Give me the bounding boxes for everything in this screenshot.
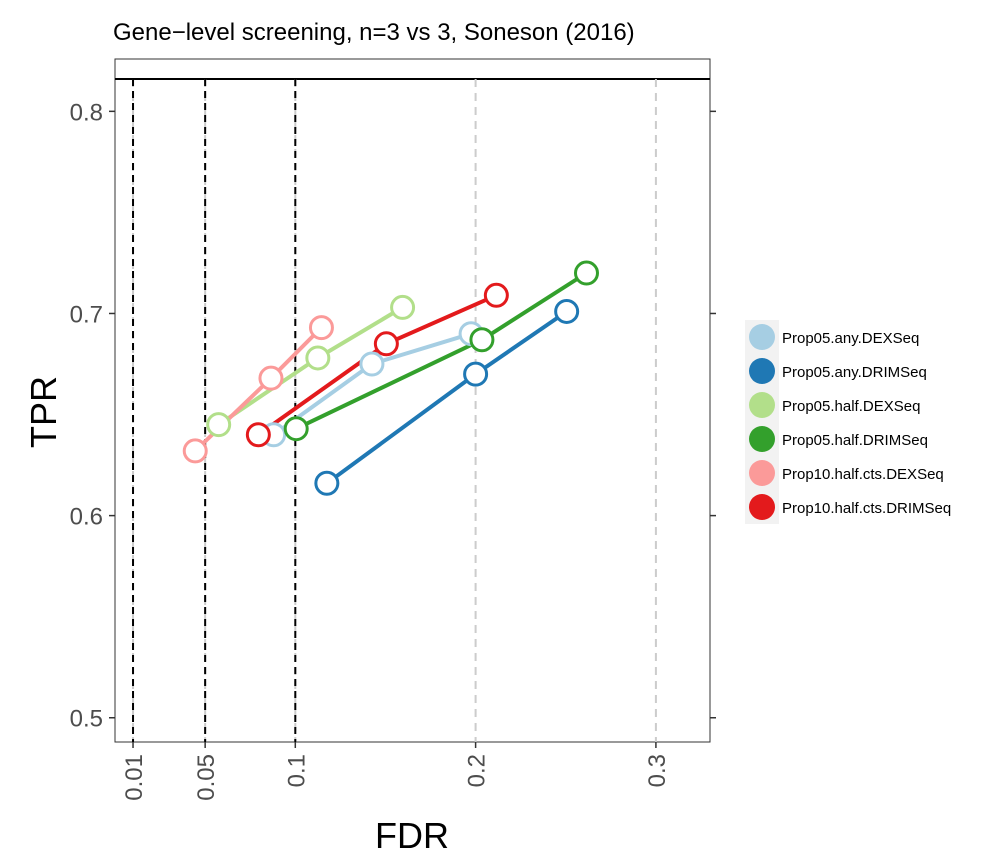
data-point <box>245 422 271 448</box>
data-point <box>573 260 599 286</box>
legend-label: Prop05.any.DEXSeq <box>782 330 919 347</box>
chart-title: Gene−level screening, n=3 vs 3, Soneson … <box>113 19 635 46</box>
data-point <box>305 345 331 371</box>
data-point <box>469 327 495 353</box>
y-axis-title: TPR <box>23 376 64 448</box>
x-tick-label: 0.05 <box>193 754 220 801</box>
legend-label: Prop10.half.cts.DEXSeq <box>782 466 944 483</box>
legend-label: Prop05.half.DEXSeq <box>782 398 920 415</box>
panel-border <box>114 78 711 743</box>
legend: Prop05.any.DEXSeq Prop05.any.DRIMSeq Prop0… <box>745 320 951 524</box>
x-axis-title: FDR <box>375 815 449 856</box>
legend-key <box>749 358 775 384</box>
data-point <box>314 470 340 496</box>
x-axis: 0.01 0.05 0.1 0.2 0.3 <box>121 742 671 801</box>
data-point <box>483 282 509 308</box>
y-tick-label: 0.5 <box>70 706 103 733</box>
data-point <box>182 438 208 464</box>
data-point <box>258 365 284 391</box>
legend-key <box>749 426 775 452</box>
x-tick-label: 0.2 <box>464 754 491 787</box>
data-point <box>463 361 489 387</box>
y-tick-label: 0.7 <box>70 301 103 328</box>
data-point <box>554 298 580 324</box>
legend-key <box>749 494 775 520</box>
plot-panel <box>114 78 711 743</box>
x-tick-label: 0.3 <box>644 754 671 787</box>
data-point <box>359 351 385 377</box>
y-axis: 0.5 0.6 0.7 0.8 <box>70 99 716 733</box>
data-point <box>373 331 399 357</box>
series-points <box>182 260 599 496</box>
legend-label: Prop05.half.DRIMSeq <box>782 432 928 449</box>
plot-header-strip <box>114 58 711 80</box>
x-tick-label: 0.01 <box>121 754 148 801</box>
data-point <box>390 294 416 320</box>
legend-label: Prop05.any.DRIMSeq <box>782 364 927 381</box>
data-point <box>283 416 309 442</box>
legend-key <box>749 460 775 486</box>
x-tick-label: 0.1 <box>283 754 310 787</box>
y-tick-label: 0.6 <box>70 504 103 531</box>
threshold-lines <box>132 79 297 742</box>
y-tick-label: 0.8 <box>70 99 103 126</box>
panel-strip <box>114 58 711 80</box>
legend-label: Prop10.half.cts.DRIMSeq <box>782 500 951 517</box>
legend-key <box>749 392 775 418</box>
data-point <box>308 315 334 341</box>
legend-key <box>749 324 775 350</box>
data-point <box>206 412 232 438</box>
